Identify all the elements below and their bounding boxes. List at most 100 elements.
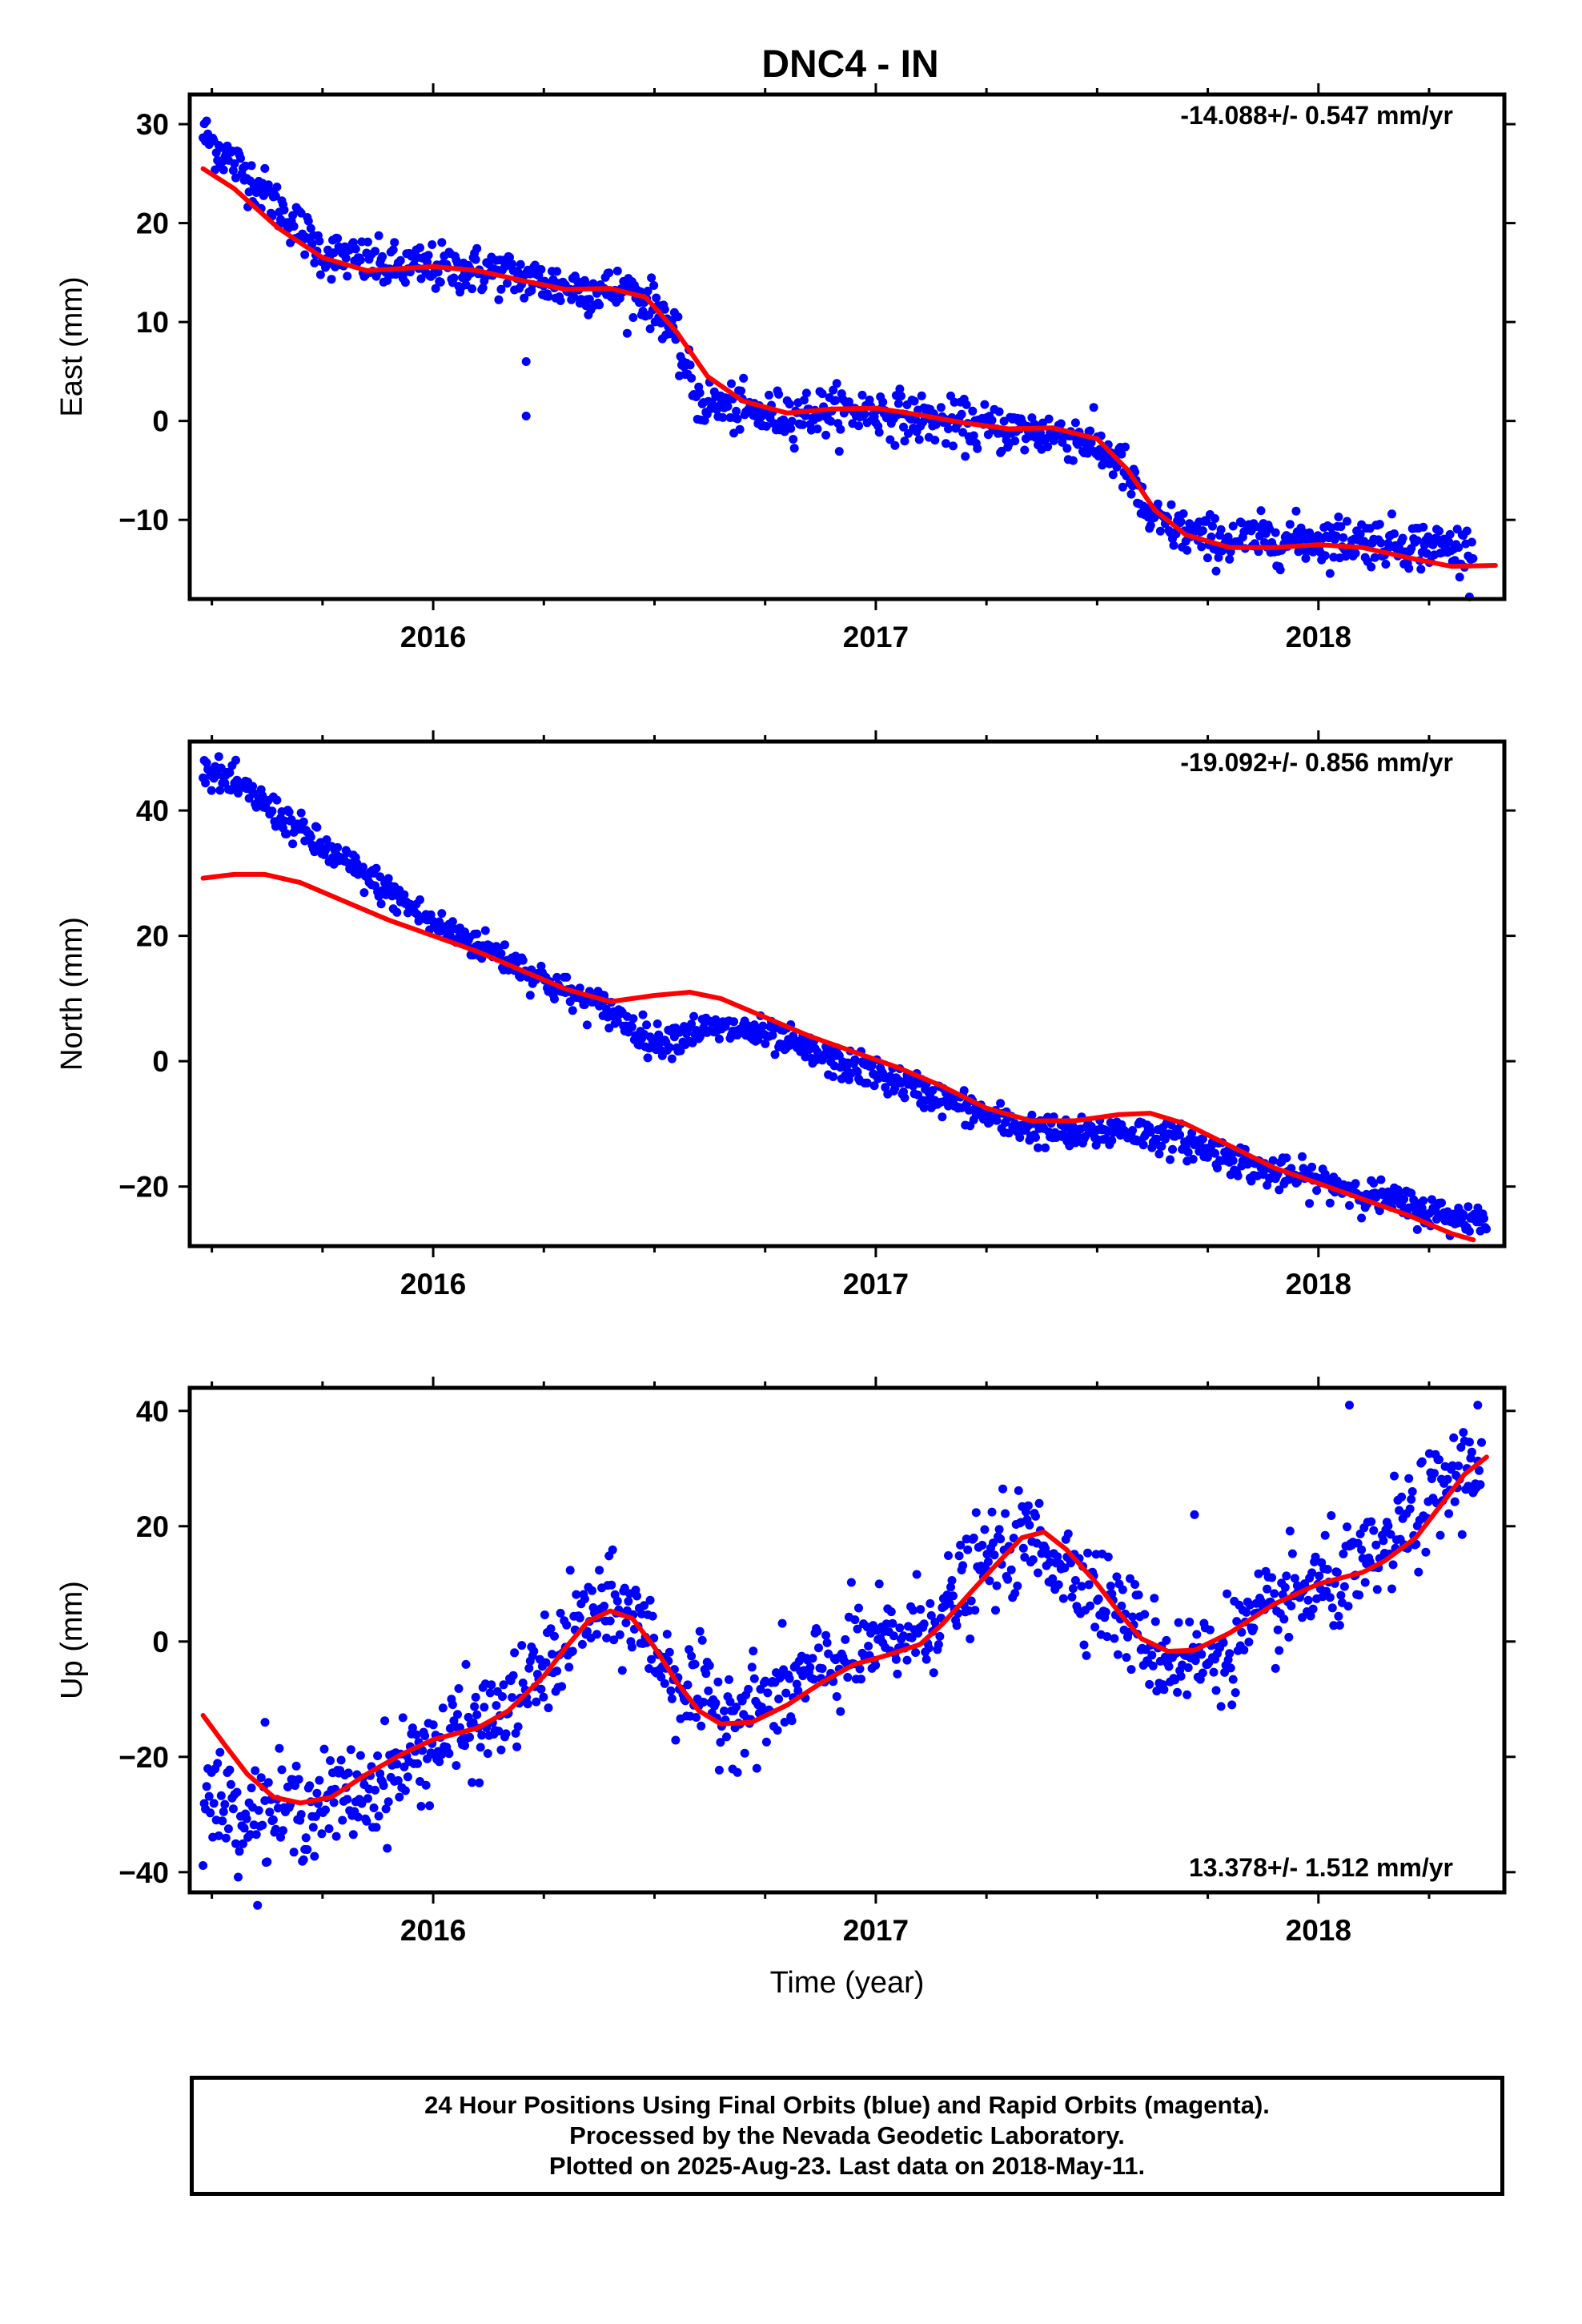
up-data-point <box>1006 1565 1016 1574</box>
up-data-point <box>1435 1530 1445 1540</box>
up-data-point <box>556 1608 565 1618</box>
east-data-point <box>685 360 695 370</box>
east-data-point <box>247 161 256 171</box>
up-data-point <box>732 1703 741 1712</box>
east-data-point <box>786 424 796 433</box>
up-data-point <box>1070 1576 1080 1585</box>
up-data-point <box>1226 1663 1235 1673</box>
up-data-point <box>841 1634 850 1644</box>
east-data-point <box>388 245 398 255</box>
up-data-point <box>1101 1607 1110 1617</box>
east-data-point <box>789 435 798 444</box>
up-data-point <box>1353 1538 1363 1548</box>
north-data-point <box>322 835 331 844</box>
up-data-point <box>1083 1548 1093 1558</box>
up-data-point <box>477 1731 487 1740</box>
north-data-point <box>552 972 562 982</box>
east-data-point <box>1203 553 1212 563</box>
east-data-point <box>271 191 280 201</box>
east-data-point <box>378 251 387 261</box>
up-data-point <box>348 1830 358 1839</box>
east-data-point <box>1155 526 1165 536</box>
east-y-tick-label: 20 <box>136 207 169 240</box>
up-data-point <box>448 1700 457 1710</box>
up-data-point <box>843 1673 853 1682</box>
east-data-point <box>980 400 990 409</box>
east-data-point <box>437 238 447 247</box>
east-data-point <box>914 435 924 444</box>
north-data-point <box>996 1099 1006 1108</box>
up-data-point <box>1249 1623 1259 1633</box>
east-data-point <box>826 416 836 426</box>
north-data-point <box>375 872 385 882</box>
up-data-point <box>353 1812 363 1822</box>
east-data-point <box>289 222 299 231</box>
east-data-point <box>478 283 488 292</box>
east-data-point <box>649 281 659 290</box>
up-data-point <box>966 1634 975 1643</box>
east-data-point <box>718 412 728 422</box>
up-data-point <box>1117 1601 1126 1610</box>
east-data-point <box>831 396 841 405</box>
north-rate-annotation: -19.092+/- 0.856 mm/yr <box>1180 748 1453 777</box>
up-data-point <box>321 1805 330 1815</box>
north-data-point <box>938 1112 947 1122</box>
up-data-point <box>987 1507 997 1517</box>
up-data-point <box>1405 1504 1415 1514</box>
up-data-point <box>1048 1574 1058 1583</box>
north-data-point <box>1307 1162 1317 1172</box>
up-data-point <box>1053 1552 1062 1562</box>
east-data-point <box>604 268 614 278</box>
east-data-point <box>1197 542 1207 552</box>
north-data-point <box>758 1021 768 1031</box>
east-data-point <box>516 259 525 269</box>
up-data-point <box>994 1525 1004 1534</box>
up-data-point <box>331 1831 341 1841</box>
up-data-point <box>667 1694 677 1703</box>
up-data-point <box>605 1616 615 1626</box>
chart-title: DNC4 - IN <box>761 43 938 86</box>
up-data-point <box>219 1807 228 1816</box>
up-data-point <box>1386 1530 1395 1539</box>
north-data-point <box>568 1006 577 1015</box>
east-data-point <box>761 421 771 431</box>
caption-line-3: Plotted on 2025-Aug-23. Last data on 201… <box>548 2152 1146 2180</box>
east-data-point <box>1336 522 1346 532</box>
up-data-point <box>1009 1534 1018 1543</box>
up-data-point <box>836 1707 845 1716</box>
east-data-point <box>1468 554 1478 563</box>
east-data-point <box>202 116 211 126</box>
up-data-point <box>1058 1594 1068 1603</box>
east-data-point <box>890 440 900 450</box>
east-data-point <box>857 390 867 400</box>
up-data-point <box>891 1655 901 1664</box>
east-data-point <box>612 266 622 275</box>
up-data-point <box>294 1775 303 1784</box>
up-data-point <box>492 1701 501 1711</box>
east-data-point <box>733 414 742 424</box>
up-data-point <box>1191 1656 1200 1666</box>
east-data-point <box>552 267 562 276</box>
up-data-point <box>683 1680 693 1690</box>
up-data-point <box>1150 1617 1160 1626</box>
up-data-point <box>713 1677 723 1687</box>
up-data-point <box>969 1534 978 1542</box>
up-data-point <box>912 1570 921 1579</box>
up-data-point <box>780 1718 789 1727</box>
east-data-point <box>556 296 565 305</box>
east-data-point <box>1118 482 1127 492</box>
north-data-point <box>1427 1195 1436 1204</box>
up-x-tick-label: 2017 <box>843 1914 909 1947</box>
up-data-point <box>1152 1687 1162 1696</box>
north-data-point <box>900 1093 909 1103</box>
up-data-point <box>716 1738 725 1747</box>
north-data-point <box>518 955 528 965</box>
north-data-point <box>1399 1194 1409 1204</box>
north-data-point <box>1228 1156 1238 1165</box>
east-data-point <box>1339 533 1348 542</box>
up-data-point <box>1003 1574 1013 1584</box>
up-data-point <box>793 1686 803 1695</box>
east-data-point <box>300 250 310 259</box>
east-data-point <box>1331 531 1341 541</box>
